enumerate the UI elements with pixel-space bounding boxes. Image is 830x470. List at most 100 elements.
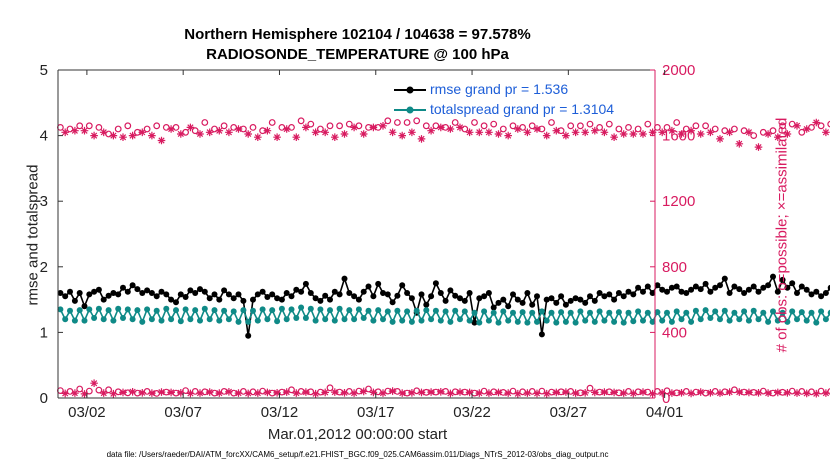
obs-assimilated-marker — [706, 389, 715, 397]
data-point-rmse — [254, 291, 261, 298]
obs-assimilated-marker — [302, 388, 310, 396]
obs-assimilated-marker — [90, 379, 98, 387]
data-point-totalspread — [168, 316, 175, 323]
data-point-totalspread — [254, 317, 261, 324]
data-point-rmse — [659, 286, 666, 293]
data-point-totalspread — [635, 308, 642, 315]
series-obs-assimilated — [61, 118, 830, 151]
y-left-tick-label: 1 — [40, 324, 48, 341]
data-point-rmse — [678, 288, 685, 295]
data-point-totalspread — [827, 309, 830, 316]
data-point-totalspread — [67, 307, 73, 314]
obs-assimilated-marker — [427, 388, 435, 396]
obs-assimilated-marker — [340, 389, 349, 397]
obs-assimilated-marker — [350, 389, 358, 397]
obs-assimilated-marker — [754, 389, 763, 397]
obs-assimilated-marker — [639, 388, 647, 396]
obs-possible-marker — [577, 122, 584, 130]
obs-possible-marker — [827, 120, 830, 128]
data-point-rmse — [336, 291, 343, 298]
obs-possible-marker — [220, 122, 228, 130]
data-point-totalspread — [529, 309, 536, 316]
data-point-totalspread — [452, 307, 459, 314]
data-point-totalspread — [110, 317, 117, 324]
data-point-totalspread — [524, 319, 531, 326]
obs-assimilated-marker — [225, 128, 233, 137]
y-right-tick-label: 800 — [662, 259, 687, 276]
data-point-totalspread — [457, 316, 463, 323]
data-point-totalspread — [129, 316, 136, 323]
data-point-rmse — [755, 288, 762, 295]
data-point-totalspread — [120, 315, 126, 321]
data-point-rmse — [726, 290, 733, 296]
data-point-rmse — [100, 296, 107, 303]
data-point-totalspread — [649, 318, 656, 325]
data-point-rmse — [346, 290, 353, 296]
data-point-totalspread — [153, 307, 160, 314]
x-tick-label: 03/27 — [550, 404, 588, 421]
data-point-rmse — [269, 291, 276, 298]
data-point-rmse — [664, 288, 670, 295]
data-point-totalspread — [81, 317, 88, 324]
obs-assimilated-marker — [254, 133, 262, 141]
obs-assimilated-marker — [273, 133, 281, 141]
data-point-rmse — [394, 292, 401, 299]
obs-possible-marker — [384, 117, 392, 125]
obs-possible-marker — [413, 117, 421, 125]
obs-possible-marker — [76, 385, 84, 393]
obs-assimilated-marker — [437, 388, 445, 396]
obs-assimilated-marker — [735, 140, 744, 148]
obs-assimilated-marker — [619, 389, 628, 397]
data-point-rmse — [288, 293, 295, 300]
obs-assimilated-marker — [658, 389, 666, 397]
obs-possible-marker — [596, 123, 603, 131]
data-point-rmse — [736, 286, 743, 293]
obs-possible-marker — [625, 123, 632, 131]
obs-assimilated-marker — [745, 388, 753, 397]
obs-assimilated-marker — [282, 388, 291, 396]
data-point-totalspread — [312, 317, 319, 324]
data-point-totalspread — [163, 305, 170, 312]
data-point-rmse — [505, 303, 512, 310]
data-point-totalspread — [274, 318, 281, 325]
data-point-rmse — [148, 290, 155, 296]
obs-possible-marker — [403, 119, 411, 126]
data-point-totalspread — [293, 315, 300, 321]
data-point-totalspread — [230, 308, 237, 315]
data-point-totalspread — [808, 309, 815, 316]
obs-assimilated-marker — [71, 126, 79, 135]
data-point-rmse — [461, 297, 468, 304]
data-point-totalspread — [57, 306, 64, 313]
obs-assimilated-marker — [696, 388, 705, 396]
legend-spread-label: totalspread grand pr = 1.3104 — [430, 101, 615, 117]
data-point-rmse — [322, 292, 329, 299]
obs-assimilated-marker — [648, 128, 657, 137]
data-file-footer: data file: /Users/raeder/DAI/ATM_forcXX/… — [106, 450, 609, 459]
data-point-rmse — [115, 291, 122, 298]
data-point-rmse — [615, 290, 622, 296]
data-point-rmse — [76, 290, 83, 296]
data-point-totalspread — [495, 319, 502, 326]
data-point-rmse — [360, 288, 367, 295]
obs-possible-marker — [817, 122, 825, 130]
data-point-rmse — [519, 299, 526, 306]
data-point-totalspread — [471, 309, 478, 316]
data-point-totalspread — [71, 317, 78, 324]
obs-possible-marker — [85, 122, 93, 130]
obs-possible-marker — [673, 119, 681, 126]
obs-possible-marker — [76, 122, 84, 130]
y-left-tick-label: 5 — [40, 62, 48, 79]
obs-possible-marker — [317, 125, 324, 133]
obs-assimilated-marker — [234, 389, 243, 397]
data-point-rmse — [173, 299, 179, 306]
obs-possible-marker — [731, 125, 738, 133]
obs-possible-marker — [336, 122, 344, 130]
obs-assimilated-marker — [148, 389, 156, 397]
data-point-totalspread — [562, 318, 569, 325]
data-point-rmse — [538, 331, 545, 338]
obs-assimilated-marker — [639, 130, 647, 138]
obs-possible-marker — [249, 123, 257, 131]
data-point-rmse — [365, 283, 372, 290]
data-point-rmse — [341, 275, 348, 282]
